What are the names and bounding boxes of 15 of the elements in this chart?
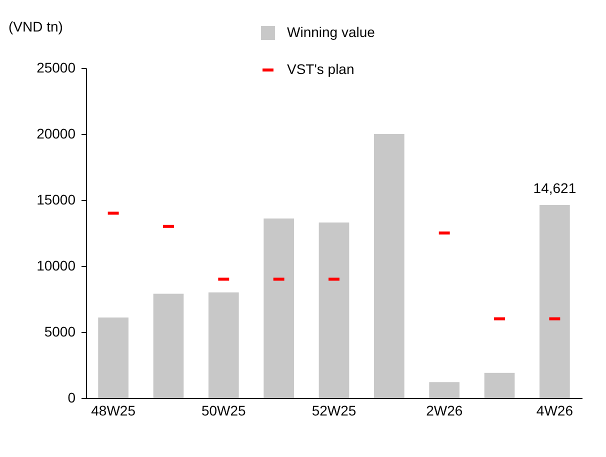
y-tick-label: 20000 — [36, 126, 76, 142]
x-tick-label: 2W26 — [426, 402, 463, 418]
x-tick-label: 48W25 — [91, 402, 136, 418]
y-tick-label: 10000 — [36, 258, 76, 274]
data-label: 14,621 — [533, 180, 576, 196]
y-tick-label: 25000 — [36, 60, 76, 76]
y-tick-label: 0 — [68, 390, 76, 406]
legend-label: Winning value — [287, 24, 376, 40]
x-tick-label: 50W25 — [201, 402, 246, 418]
x-tick-label: 52W25 — [312, 402, 356, 418]
y-tick-label: 15000 — [36, 192, 76, 208]
legend-label: VST's plan — [287, 61, 354, 77]
y-tick-label: 5000 — [44, 324, 76, 340]
x-tick-label: 4W26 — [536, 402, 574, 418]
y-axis-title: (VND tn) — [8, 18, 63, 34]
